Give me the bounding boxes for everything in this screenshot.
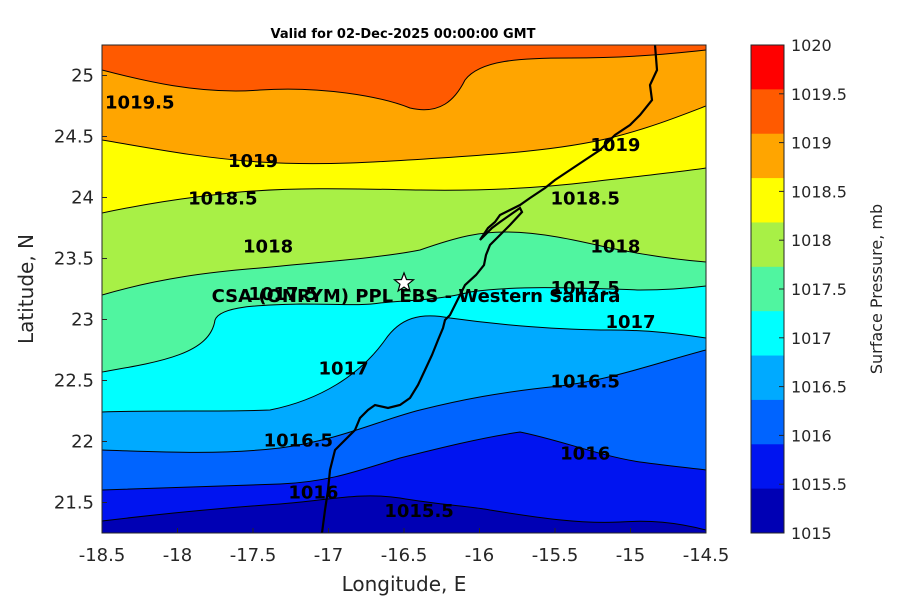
contour-label: 1016 bbox=[288, 483, 338, 504]
contour-labels: 1019.5 1019 1019 1018.5 1018.5 1018 1018 1017.5… bbox=[105, 92, 656, 522]
y-tick-label: 22.5 bbox=[54, 371, 94, 392]
colorbar-tick-label: 1016 bbox=[791, 426, 832, 445]
colorbar-tick-label: 1017 bbox=[791, 329, 832, 348]
colorbar-segment bbox=[751, 355, 784, 401]
x-tick-label: -14.5 bbox=[683, 545, 730, 566]
x-tick-label: -15 bbox=[616, 545, 645, 566]
contour-label: 1018 bbox=[590, 236, 640, 257]
colorbar-tick-label: 1018 bbox=[791, 231, 832, 250]
contour-label: 1015.5 bbox=[384, 501, 453, 522]
y-tick-label: 25 bbox=[71, 66, 94, 87]
colorbar-tick-label: 1019.5 bbox=[791, 85, 847, 104]
contour-label: 1016.5 bbox=[550, 372, 619, 393]
x-tick-label: -17 bbox=[314, 545, 343, 566]
colorbar-tick-label: 1015.5 bbox=[791, 475, 847, 494]
colorbar-segment bbox=[751, 488, 784, 534]
colorbar-segment bbox=[751, 133, 784, 179]
contour-lines bbox=[102, 49, 706, 531]
x-axis-label: Longitude, E bbox=[342, 572, 467, 596]
y-tick-label: 23.5 bbox=[54, 249, 94, 270]
contour-label: 1019 bbox=[228, 151, 278, 172]
contour-label: 1016 bbox=[560, 444, 610, 465]
colorbar-title: Surface Pressure, mb bbox=[867, 204, 886, 374]
y-tick-label: 24.5 bbox=[54, 127, 94, 148]
contour-bands bbox=[102, 45, 706, 533]
contour-label: 1018.5 bbox=[188, 189, 257, 210]
station-star-icon bbox=[392, 271, 416, 293]
contour-label: 1016.5 bbox=[264, 430, 333, 451]
colorbar-tick-label: 1019 bbox=[791, 134, 832, 153]
x-tick-label: -16 bbox=[465, 545, 494, 566]
y-tick-label: 22 bbox=[71, 432, 94, 453]
y-tick-label: 21.5 bbox=[54, 493, 94, 514]
colorbar-segment bbox=[751, 45, 784, 90]
colorbar-segment bbox=[751, 89, 784, 135]
coastline bbox=[320, 45, 659, 533]
colorbar-segment bbox=[751, 399, 784, 445]
contour-label: 1017 bbox=[319, 358, 369, 379]
colorbar-tick-label: 1020 bbox=[791, 36, 832, 55]
x-tick-label: -18 bbox=[163, 545, 192, 566]
station: CSA (ONRYM) PPL EBS - Western Sahara bbox=[212, 271, 621, 307]
x-axis: -18.5 -18 -17.5 -17 -16.5 -16 -15.5 -15 -14.5 bbox=[79, 528, 730, 566]
x-tick-label: -15.5 bbox=[532, 545, 579, 566]
y-tick-label: 23 bbox=[71, 310, 94, 331]
colorbar-segment bbox=[751, 178, 784, 223]
contour-label: 1019.5 bbox=[105, 92, 174, 113]
x-tick-label: -18.5 bbox=[79, 545, 126, 566]
map-title: Valid for 02-Dec-2025 00:00:00 GMT bbox=[271, 27, 536, 42]
colorbar-segment bbox=[751, 311, 784, 357]
colorbar-tick-label: 1017.5 bbox=[791, 280, 847, 299]
x-tick-label: -17.5 bbox=[230, 545, 277, 566]
colorbar-segment bbox=[751, 444, 784, 490]
y-axis: 21.5 22 22.5 23 23.5 24 24.5 25 bbox=[54, 66, 107, 514]
contour-label: 1018.5 bbox=[550, 189, 619, 210]
colorbar-segment bbox=[751, 266, 784, 312]
contour-label: 1018 bbox=[243, 236, 293, 257]
colorbar: 1020 1019.5 1019 1018.5 1018 1017.5 1017 1016.5… bbox=[750, 36, 847, 543]
x-tick-label: -16.5 bbox=[381, 545, 428, 566]
contour-label: 1017.5 bbox=[550, 278, 619, 299]
band-1015-0 bbox=[102, 495, 706, 533]
colorbar-tick-label: 1015 bbox=[791, 524, 832, 543]
y-axis-label: Latitude, N bbox=[14, 234, 38, 344]
colorbar-tick-label: 1018.5 bbox=[791, 182, 847, 201]
colorbar-segment bbox=[751, 222, 784, 268]
contour-label: 1017 bbox=[605, 312, 655, 333]
contour-label: 1017.5 bbox=[248, 284, 317, 305]
colorbar-tick-label: 1016.5 bbox=[791, 378, 847, 397]
y-tick-label: 24 bbox=[71, 188, 94, 209]
station-label: CSA (ONRYM) PPL EBS - Western Sahara bbox=[212, 286, 621, 307]
contour-label: 1019 bbox=[590, 135, 640, 156]
